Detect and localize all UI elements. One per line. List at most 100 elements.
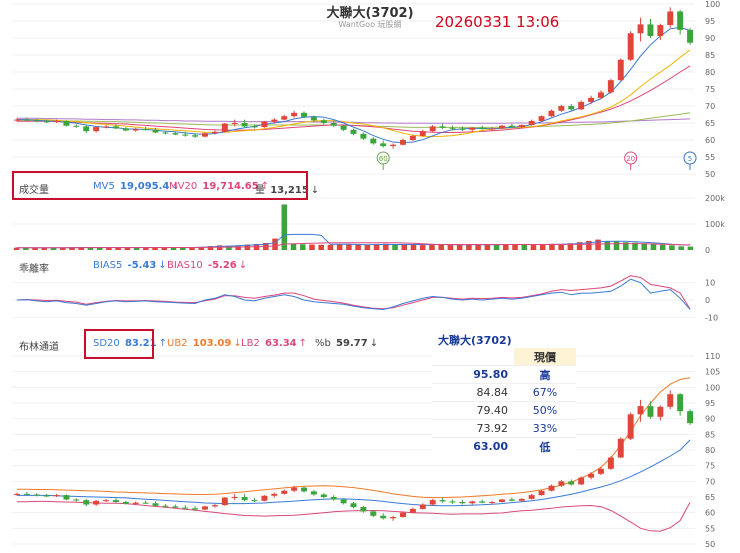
candle bbox=[409, 135, 416, 140]
bb-row-value: 95.80 bbox=[432, 365, 514, 384]
bb-info-table: 大聯大(3702) 現價 95.80 高 84.84 67% 79.40 50% 73… bbox=[432, 331, 576, 455]
bb-candle bbox=[597, 468, 604, 474]
bb-row-label: 33% bbox=[514, 419, 576, 438]
volume-bar bbox=[493, 244, 500, 250]
chart-subtitle: WantGoo 玩股網 bbox=[338, 20, 402, 29]
y-tick-label: 70 bbox=[705, 102, 715, 111]
bb-table-row: 73.92 33% bbox=[432, 419, 576, 438]
volume-bar bbox=[78, 247, 84, 250]
bb-candle bbox=[182, 507, 189, 509]
bb-candle bbox=[132, 502, 139, 504]
volume-bar bbox=[336, 244, 343, 250]
candle bbox=[617, 59, 624, 81]
volume-bar bbox=[373, 244, 380, 250]
y-tick-label: 10 bbox=[705, 279, 715, 288]
volume-bar bbox=[632, 242, 638, 250]
bb-candle bbox=[518, 498, 525, 501]
bb-candle bbox=[33, 494, 40, 496]
bb-row-value: 84.84 bbox=[432, 383, 514, 402]
candle bbox=[578, 101, 585, 110]
lb2-label: LB2 bbox=[241, 338, 260, 349]
vol-value: 13,215 bbox=[270, 185, 309, 196]
bb-candle bbox=[419, 504, 426, 509]
bb-candle bbox=[479, 501, 486, 503]
candle bbox=[271, 119, 278, 122]
candle bbox=[43, 121, 50, 123]
bb-candle bbox=[211, 505, 218, 507]
bb-candle bbox=[112, 500, 119, 503]
ub2-label: UB2 bbox=[167, 338, 188, 349]
bb-candle bbox=[380, 515, 387, 519]
volume-bar bbox=[235, 245, 241, 250]
bb-candle bbox=[390, 517, 397, 519]
candle bbox=[449, 127, 456, 129]
bb-candle bbox=[142, 502, 149, 504]
volume-bar bbox=[346, 244, 352, 250]
candle bbox=[597, 92, 604, 98]
y-tick-label: 50 bbox=[705, 540, 715, 549]
bb-candle bbox=[152, 503, 159, 506]
lb2-value: 63.34 bbox=[264, 338, 297, 349]
volume-bar bbox=[207, 246, 214, 250]
bb-candle bbox=[13, 493, 20, 495]
y-tick-label: 200k bbox=[705, 194, 725, 203]
candle bbox=[439, 126, 446, 128]
volume-bar bbox=[419, 245, 426, 250]
bb-candle bbox=[251, 500, 258, 502]
bb-candle bbox=[63, 495, 70, 500]
bb-candle bbox=[162, 505, 169, 507]
bb-candle bbox=[449, 501, 456, 503]
mv5-arrow: ↓ bbox=[171, 181, 180, 192]
ub2-legend: UB2 103.09 ↓ bbox=[167, 338, 244, 349]
volume-bar bbox=[678, 246, 684, 250]
bias5-value: -5.43 bbox=[127, 260, 157, 271]
ub2-line bbox=[16, 377, 691, 499]
candle bbox=[558, 106, 565, 111]
bb-candle bbox=[548, 485, 555, 491]
bb-candle bbox=[607, 457, 614, 469]
candle bbox=[528, 120, 535, 126]
candle bbox=[162, 132, 169, 134]
volume-highlight-box bbox=[12, 171, 308, 200]
volume-bar bbox=[687, 246, 694, 250]
lb2-line bbox=[16, 500, 691, 532]
y-tick-label: 90 bbox=[705, 34, 715, 43]
candle bbox=[202, 133, 208, 137]
candle bbox=[152, 129, 159, 133]
bb-row-label: 高 bbox=[514, 365, 576, 384]
bias5-line bbox=[16, 278, 691, 311]
lb2-legend: LB2 63.34 ↑ bbox=[241, 338, 309, 349]
candle bbox=[568, 106, 575, 110]
bb-candle bbox=[310, 491, 317, 495]
bb-candle bbox=[647, 406, 654, 417]
candle bbox=[390, 144, 397, 147]
mv20-arrow: ↑ bbox=[260, 181, 270, 192]
volume-bar bbox=[198, 246, 204, 250]
volume-panel-name: 成交量 bbox=[19, 185, 49, 196]
volume-bar bbox=[124, 247, 131, 250]
volume-bar bbox=[290, 243, 297, 250]
volume-bar bbox=[13, 247, 20, 250]
y-tick-label: 60 bbox=[705, 136, 715, 145]
bb-candle bbox=[370, 511, 377, 516]
y-tick-label: 70 bbox=[705, 477, 715, 486]
bb-candle bbox=[53, 495, 60, 497]
volume-bar bbox=[623, 242, 629, 250]
y-tick-label: 0 bbox=[705, 246, 710, 255]
volume-bar bbox=[539, 244, 546, 250]
bb-row-value: 73.92 bbox=[432, 419, 514, 438]
pctb-label: %b bbox=[315, 338, 331, 349]
candle bbox=[23, 119, 30, 121]
volume-bar bbox=[355, 244, 361, 250]
y-tick-label: 60 bbox=[705, 509, 715, 518]
volume-legend: 成交量 bbox=[19, 181, 51, 196]
candle bbox=[122, 128, 129, 131]
volume-bar bbox=[133, 247, 140, 250]
volume-bar bbox=[87, 247, 94, 250]
candle bbox=[33, 120, 40, 122]
candle bbox=[330, 123, 337, 126]
candle bbox=[132, 129, 139, 131]
pctb-value: 59.77 bbox=[336, 338, 368, 349]
bias-panel-name: 乖離率 bbox=[19, 264, 49, 275]
